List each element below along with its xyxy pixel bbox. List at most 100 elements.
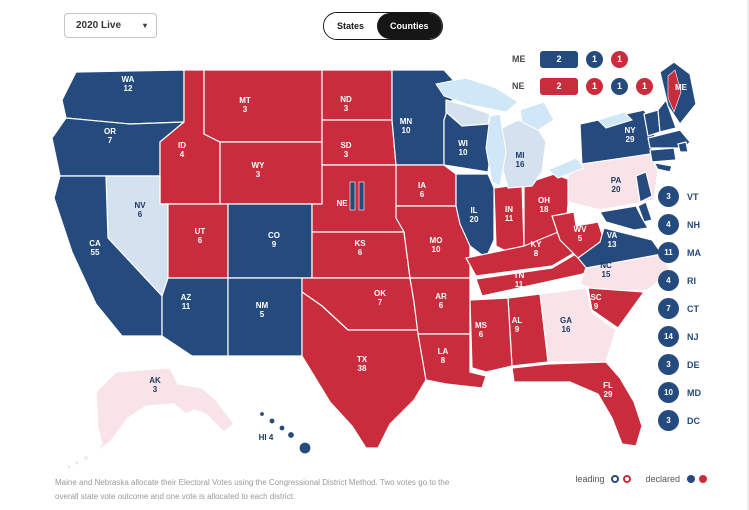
east-state-abbr: NH bbox=[687, 219, 700, 230]
toggle-counties[interactable]: Counties bbox=[377, 13, 442, 39]
east-state-CT[interactable]: 7 CT bbox=[658, 298, 701, 319]
year-dropdown[interactable]: 2020 Live ▾ bbox=[64, 13, 157, 38]
district-state-label: NE bbox=[512, 81, 525, 91]
east-ev-circle: 4 bbox=[658, 270, 679, 291]
east-state-abbr: VT bbox=[687, 191, 699, 202]
declared-rep-dot bbox=[699, 475, 707, 483]
district-method-rows: ME 2 1 1 NE 2 1 1 1 bbox=[512, 50, 653, 95]
east-state-MD[interactable]: 10 MD bbox=[658, 382, 701, 403]
state-MS[interactable] bbox=[469, 297, 513, 373]
east-state-abbr: RI bbox=[687, 275, 696, 286]
state-WV[interactable] bbox=[551, 211, 605, 259]
map-label-HI: HI 4 bbox=[259, 433, 274, 442]
aleutian-island bbox=[74, 460, 80, 466]
district-row-ME: ME 2 1 1 bbox=[512, 50, 653, 68]
state-WY[interactable] bbox=[219, 141, 323, 205]
district-state-label: ME bbox=[512, 54, 526, 64]
state-WA[interactable] bbox=[61, 69, 185, 125]
toggle-states[interactable]: States bbox=[324, 13, 378, 39]
east-ev-circle: 14 bbox=[658, 326, 679, 347]
state-TX[interactable] bbox=[301, 291, 427, 449]
east-state-abbr: DE bbox=[687, 359, 700, 370]
state-CT[interactable] bbox=[649, 147, 677, 163]
hawaii-island[interactable] bbox=[286, 430, 296, 440]
east-ev-circle: 3 bbox=[658, 186, 679, 207]
legend-leading-label: leading bbox=[575, 474, 605, 484]
hawaii-island[interactable] bbox=[278, 424, 286, 432]
lake-huron bbox=[519, 101, 555, 131]
east-coast-states-list: 3 VT 4 NH 11 MA 4 RI 7 CT 14 NJ 3 DE 10 MD 3 DC bbox=[658, 186, 701, 431]
state-SD[interactable] bbox=[321, 119, 397, 166]
state-NH[interactable] bbox=[657, 99, 677, 133]
district-at-large-block: 2 bbox=[540, 77, 578, 95]
nebraska-district-stripe bbox=[349, 181, 356, 211]
nebraska-district-stripe bbox=[358, 181, 365, 211]
aleutian-island bbox=[66, 464, 72, 470]
hawaii-island[interactable] bbox=[268, 417, 276, 425]
east-state-abbr: MD bbox=[687, 387, 701, 398]
east-state-NH[interactable]: 4 NH bbox=[658, 214, 701, 235]
state-MI-upper[interactable] bbox=[445, 99, 491, 127]
state-KS[interactable] bbox=[311, 231, 411, 279]
east-state-NJ[interactable]: 14 NJ bbox=[658, 326, 701, 347]
east-state-MA[interactable]: 11 MA bbox=[658, 242, 701, 263]
district-circle: 1 bbox=[611, 50, 628, 68]
lake-erie bbox=[547, 157, 585, 179]
state-MI[interactable] bbox=[499, 119, 547, 189]
east-state-abbr: DC bbox=[687, 415, 700, 426]
legend: leading declared bbox=[575, 474, 707, 484]
east-ev-circle: 11 bbox=[658, 242, 679, 263]
state-AZ[interactable] bbox=[161, 277, 229, 357]
state-NM[interactable] bbox=[227, 277, 303, 357]
lake-superior bbox=[435, 77, 519, 113]
state-UT[interactable] bbox=[167, 203, 229, 279]
state-SC[interactable] bbox=[587, 287, 645, 329]
lake-michigan bbox=[485, 113, 507, 187]
leading-dem-dot bbox=[611, 475, 620, 483]
footnote: Maine and Nebraska allocate their Electo… bbox=[55, 476, 449, 504]
state-NE[interactable] bbox=[311, 164, 405, 233]
state-CA[interactable] bbox=[53, 175, 163, 337]
east-ev-circle: 3 bbox=[658, 410, 679, 431]
district-circle: 1 bbox=[586, 77, 603, 95]
chevron-down-icon: ▾ bbox=[142, 21, 147, 30]
east-ev-circle: 3 bbox=[658, 354, 679, 375]
footnote-line-2: overall state vote outcome and one vote … bbox=[55, 492, 296, 501]
view-toggle: States Counties bbox=[323, 12, 443, 40]
district-circle: 1 bbox=[586, 50, 603, 68]
state-FL[interactable] bbox=[511, 361, 643, 447]
east-state-DE[interactable]: 3 DE bbox=[658, 354, 701, 375]
state-NJ[interactable] bbox=[635, 171, 653, 203]
state-IA[interactable] bbox=[395, 164, 457, 207]
state-RI[interactable] bbox=[677, 141, 689, 153]
east-ev-circle: 10 bbox=[658, 382, 679, 403]
east-state-RI[interactable]: 4 RI bbox=[658, 270, 701, 291]
state-MT[interactable] bbox=[203, 69, 323, 143]
state-CO[interactable] bbox=[227, 203, 313, 279]
legend-declared-label: declared bbox=[645, 474, 680, 484]
state-IN[interactable] bbox=[493, 183, 525, 255]
state-MD[interactable] bbox=[599, 205, 649, 231]
east-state-DC[interactable]: 3 DC bbox=[658, 410, 701, 431]
hawaii-island[interactable] bbox=[298, 441, 312, 455]
district-circle: 1 bbox=[611, 77, 628, 95]
year-dropdown-label: 2020 Live bbox=[76, 20, 122, 31]
east-ev-circle: 7 bbox=[658, 298, 679, 319]
footnote-line-1: Maine and Nebraska allocate their Electo… bbox=[55, 478, 450, 487]
district-row-NE: NE 2 1 1 1 bbox=[512, 77, 653, 95]
hawaii-island[interactable] bbox=[258, 410, 266, 418]
state-PA[interactable] bbox=[567, 153, 659, 211]
aleutian-island bbox=[82, 454, 90, 462]
state-ND[interactable] bbox=[321, 69, 393, 121]
state-LA[interactable] bbox=[417, 333, 487, 389]
east-state-abbr: CT bbox=[687, 303, 699, 314]
east-state-VT[interactable]: 3 VT bbox=[658, 186, 701, 207]
state-AK[interactable] bbox=[95, 367, 235, 453]
state-AR[interactable] bbox=[409, 277, 471, 335]
east-ev-circle: 4 bbox=[658, 214, 679, 235]
lake-ontario bbox=[597, 111, 633, 129]
east-state-abbr: MA bbox=[687, 247, 701, 258]
district-at-large-block: 2 bbox=[540, 50, 578, 68]
